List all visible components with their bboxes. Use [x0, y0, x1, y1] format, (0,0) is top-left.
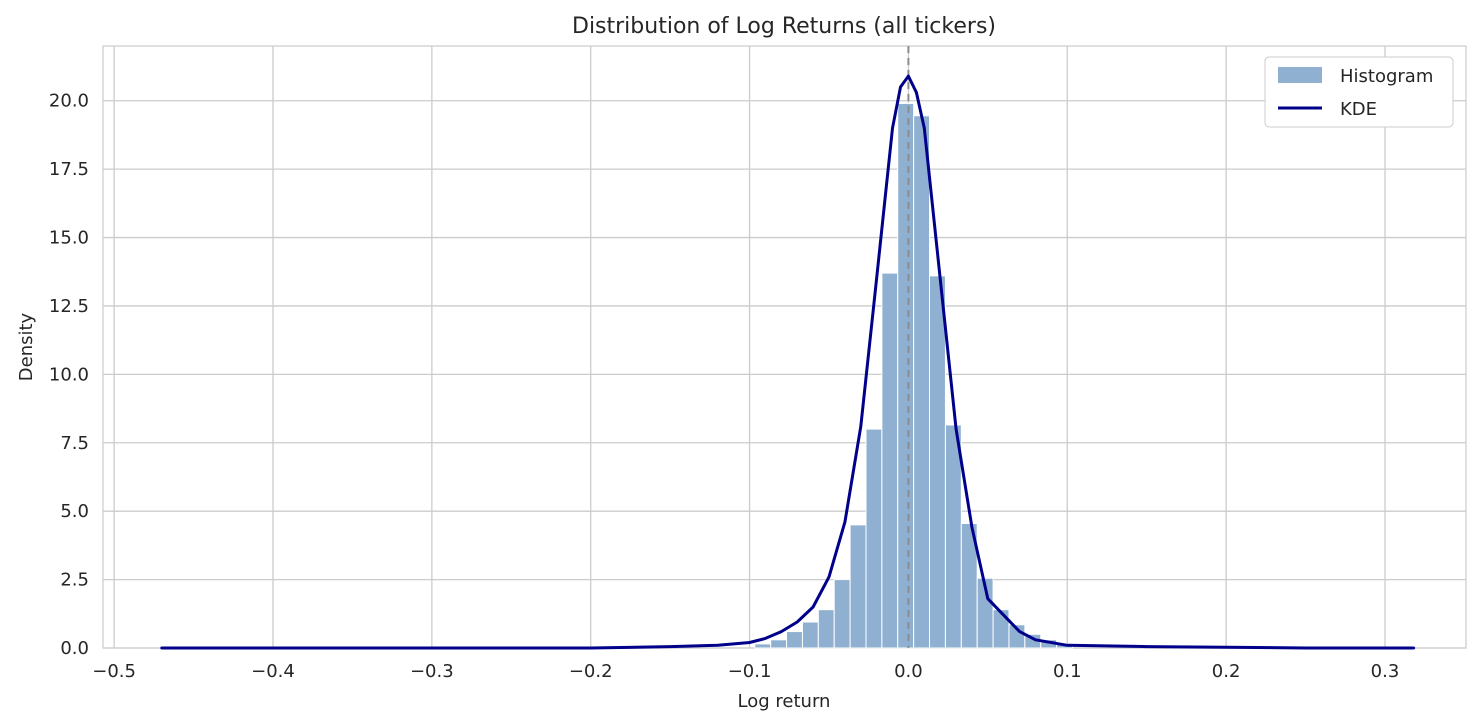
- histogram-bar: [992, 609, 1010, 649]
- legend-kde-label: KDE: [1340, 99, 1377, 120]
- y-tick-label: 2.5: [60, 570, 89, 591]
- legend-histogram-label: Histogram: [1340, 66, 1433, 87]
- y-tick-labels: 0.0 2.5 5.0 7.5 10.0 12.5 15.0 17.5 20.0: [49, 91, 89, 659]
- x-tick-label: 0.0: [894, 661, 923, 682]
- histogram-bars: [754, 102, 1074, 649]
- histogram-bar: [833, 579, 851, 649]
- histogram-bar: [817, 609, 835, 649]
- x-tick-label: −0.5: [92, 661, 136, 682]
- histogram-bar: [786, 631, 803, 649]
- y-tick-label: 10.0: [49, 364, 89, 385]
- legend-histogram-swatch: [1278, 67, 1322, 83]
- histogram-bar: [801, 621, 819, 649]
- y-tick-label: 0.0: [60, 638, 89, 659]
- y-tick-label: 7.5: [60, 433, 89, 454]
- kde-curve-group: [160, 74, 1416, 650]
- y-axis-label: Density: [16, 312, 37, 381]
- histogram-bar: [849, 524, 867, 649]
- x-tick-label: −0.1: [728, 661, 772, 682]
- legend: Histogram KDE: [1264, 56, 1454, 128]
- chart-title: Distribution of Log Returns (all tickers…: [572, 14, 996, 39]
- x-tick-label: −0.4: [251, 661, 295, 682]
- kde-line: [160, 74, 1416, 650]
- x-tick-label: 0.1: [1053, 661, 1082, 682]
- histogram-bar: [881, 272, 899, 649]
- y-tick-label: 5.0: [60, 501, 89, 522]
- x-tick-labels: −0.5 −0.4 −0.3 −0.2 −0.1 0.0 0.1 0.2 0.3: [92, 661, 1399, 682]
- x-tick-label: 0.3: [1371, 661, 1400, 682]
- histogram-bar: [865, 428, 883, 649]
- histogram-bar: [770, 639, 788, 649]
- histogram-bar: [929, 275, 946, 649]
- histogram-bar: [754, 643, 772, 649]
- histogram-bar: [944, 424, 962, 649]
- y-tick-label: 15.0: [49, 228, 89, 249]
- x-tick-label: 0.2: [1212, 661, 1241, 682]
- y-tick-label: 17.5: [49, 159, 89, 180]
- y-tick-label: 20.0: [49, 91, 89, 112]
- histogram-bar: [897, 102, 915, 649]
- y-tick-label: 12.5: [49, 296, 89, 317]
- plot-area: [102, 45, 1467, 649]
- x-tick-label: −0.2: [569, 661, 613, 682]
- histogram-bar: [913, 115, 931, 649]
- x-tick-label: −0.3: [410, 661, 454, 682]
- x-axis-label: Log return: [738, 691, 831, 712]
